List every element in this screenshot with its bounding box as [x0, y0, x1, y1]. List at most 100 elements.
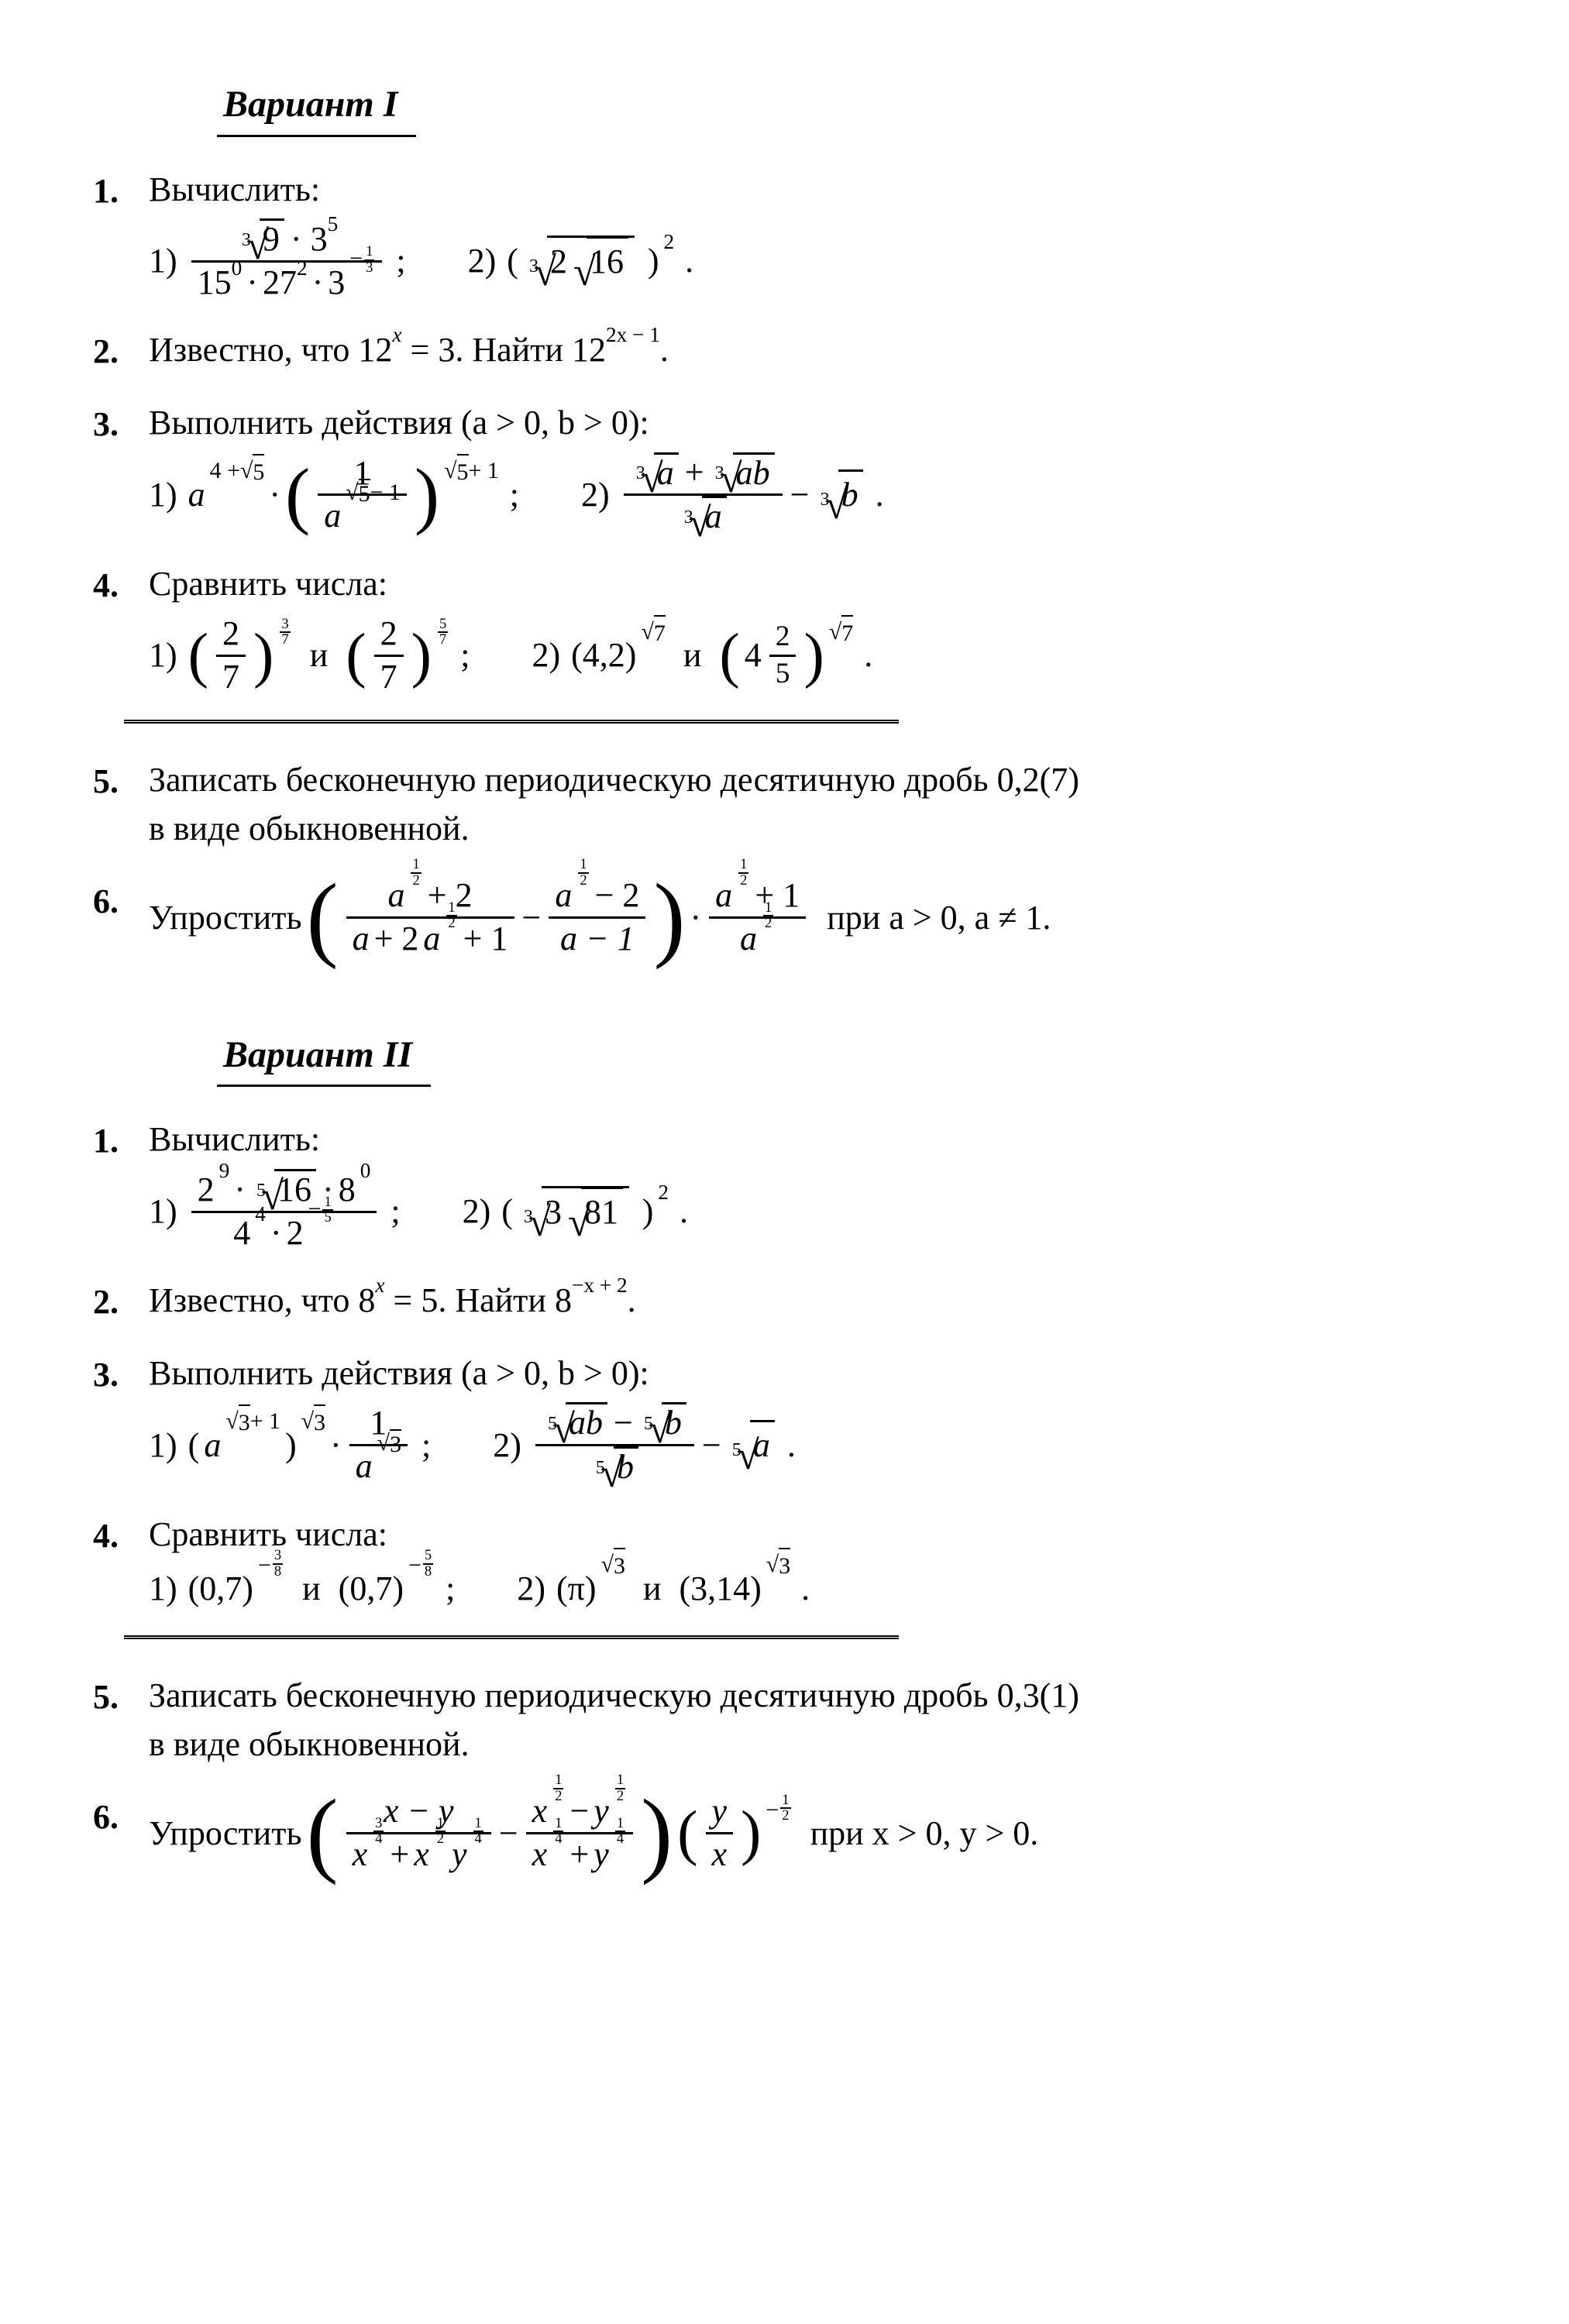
v1-p4-sub1: 1) (27) 37 и (27) 57 ; — [149, 614, 470, 698]
idx: 3 — [524, 1208, 533, 1226]
var: a — [740, 919, 757, 960]
n: 3 — [280, 617, 290, 632]
fifth-root-icon: 5√b — [591, 1446, 638, 1488]
problem-number: 4. — [93, 559, 149, 610]
variant-2-problems-cont: 5. Записать бесконечную периодическую де… — [93, 1671, 1476, 1875]
d: 2 — [780, 1809, 790, 1824]
d: 4 — [615, 1832, 625, 1847]
v2-problem-1: 1. Вычислить: 1) 29 · 5√16 · 80 — [93, 1115, 1476, 1253]
var: a — [702, 497, 727, 538]
problem-number: 5. — [93, 755, 149, 806]
var: a — [555, 875, 572, 916]
text: x − y — [377, 1791, 460, 1832]
v1-problem-2: 2. Известно, что 12x = 3. Найти 122x − 1… — [93, 325, 1476, 376]
var: y — [452, 1834, 467, 1875]
text: Известно, что 8 — [149, 1281, 375, 1319]
var: a — [750, 1421, 775, 1470]
exp: 4 — [255, 1202, 266, 1227]
sub-number: 2) — [581, 470, 610, 520]
variant-2-heading: Вариант II — [217, 1028, 431, 1088]
sqrt-icon: √81 — [568, 1187, 623, 1237]
fifth-root-icon: 5√a — [728, 1420, 775, 1470]
problem-number: 1. — [93, 1115, 149, 1166]
num: 3 — [545, 1188, 562, 1237]
v2-p4-sub2: 2) (π)√3 и (3,14)√3 . — [517, 1564, 810, 1614]
n: 1 — [473, 1817, 483, 1831]
n: 1 — [780, 1793, 790, 1808]
text: (0,7) — [339, 1564, 404, 1614]
punct: . — [680, 1187, 688, 1236]
v1-p1-sub2: 2) ( 3√ 2 √16 )2 . — [468, 235, 693, 287]
idx: 5 — [596, 1459, 605, 1477]
var: x — [532, 1834, 548, 1875]
punct: . — [801, 1564, 810, 1614]
v2-problem-2: 2. Известно, что 8x = 5. Найти 8−x + 2. — [93, 1276, 1476, 1327]
variant-2-problems: 1. Вычислить: 1) 29 · 5√16 · 80 — [93, 1115, 1476, 1613]
cube-root-icon: 3√ 2 √16 — [525, 235, 635, 287]
var: a — [387, 875, 404, 916]
text: − 2 — [595, 875, 640, 916]
problem-number: 4. — [93, 1510, 149, 1561]
v1-p1-sub1: 1) 3√ 9 · 35 150 · — [149, 218, 406, 304]
n: 1 — [553, 1773, 563, 1788]
v1-problem-3: 3. Выполнить действия (a > 0, b > 0): 1)… — [93, 398, 1476, 538]
var: x — [353, 1834, 368, 1875]
var: x — [414, 1834, 429, 1875]
v1-problem-4: 4. Сравнить числа: 1) (27) 37 и (27) 57 … — [93, 559, 1476, 697]
idx: 3 — [636, 464, 645, 483]
num: 2 — [198, 1170, 215, 1211]
variant-1-problems-cont: 5. Записать бесконечную периодическую де… — [93, 755, 1476, 960]
punct: ; — [510, 470, 519, 520]
d: 7 — [438, 633, 448, 648]
sub-number: 1) — [149, 1421, 177, 1470]
v2-problem-4: 4. Сравнить числа: 1) (0,7) −38 и (0,7) … — [93, 1510, 1476, 1614]
d: 8 — [423, 1565, 433, 1580]
sub-number: 1) — [149, 631, 177, 680]
num: 2 — [287, 1213, 304, 1254]
problem-stem: Выполнить действия (a > 0, b > 0): — [149, 1349, 1476, 1398]
problem-number: 1. — [93, 165, 149, 216]
sub-number: 2) — [532, 631, 561, 680]
d: 4 — [473, 1832, 483, 1847]
exp: 0 — [232, 256, 243, 280]
fifth-root-icon: 5√b — [639, 1402, 686, 1444]
fraction: 3√a + 3√ab 3√a — [624, 452, 783, 538]
condition: при a > 0, a ≠ 1. — [827, 893, 1051, 943]
exp: 2 — [658, 1177, 669, 1208]
punct: ; — [421, 1421, 431, 1470]
d: 7 — [280, 633, 290, 648]
num: 4 — [745, 631, 762, 680]
fraction: 1 a√3 — [349, 1403, 408, 1487]
text: Известно, что 12 — [149, 331, 392, 369]
d: 3 — [364, 261, 374, 276]
d: 2 — [553, 1789, 563, 1804]
problem-number: 2. — [93, 1276, 149, 1327]
d: 5 — [769, 657, 797, 692]
var: x — [706, 1834, 734, 1875]
sqrt-icon: √16 — [573, 236, 628, 287]
punct: . — [628, 1281, 636, 1319]
var: a — [188, 470, 205, 520]
n: 5 — [423, 1549, 433, 1563]
text: 4 + — [210, 454, 240, 487]
punct: ; — [460, 631, 470, 680]
cube-root-icon: 3√a — [631, 452, 679, 494]
n: 3 — [373, 1817, 384, 1831]
n: 5 — [438, 617, 448, 632]
sub-number: 2) — [493, 1421, 521, 1470]
punct: ; — [446, 1564, 455, 1614]
fraction: 5√ab − 5√b 5√b — [535, 1402, 694, 1488]
text: (4,2) — [571, 631, 636, 680]
exp: 2x − 1 — [606, 323, 660, 346]
exp: x — [392, 323, 401, 346]
num: 27 — [263, 263, 297, 301]
cube-root-icon: 3√ab — [711, 452, 775, 494]
punct: . — [787, 1421, 796, 1470]
sub-number: 2) — [517, 1564, 545, 1614]
n: 2 — [374, 614, 404, 655]
fraction: a12 + 1 a12 — [709, 875, 806, 960]
cube-root-icon: 3√ 9 — [237, 218, 284, 260]
divider-icon — [124, 720, 899, 727]
problem-stem: Выполнить действия (a > 0, b > 0): — [149, 398, 1476, 448]
d: 7 — [374, 657, 404, 698]
